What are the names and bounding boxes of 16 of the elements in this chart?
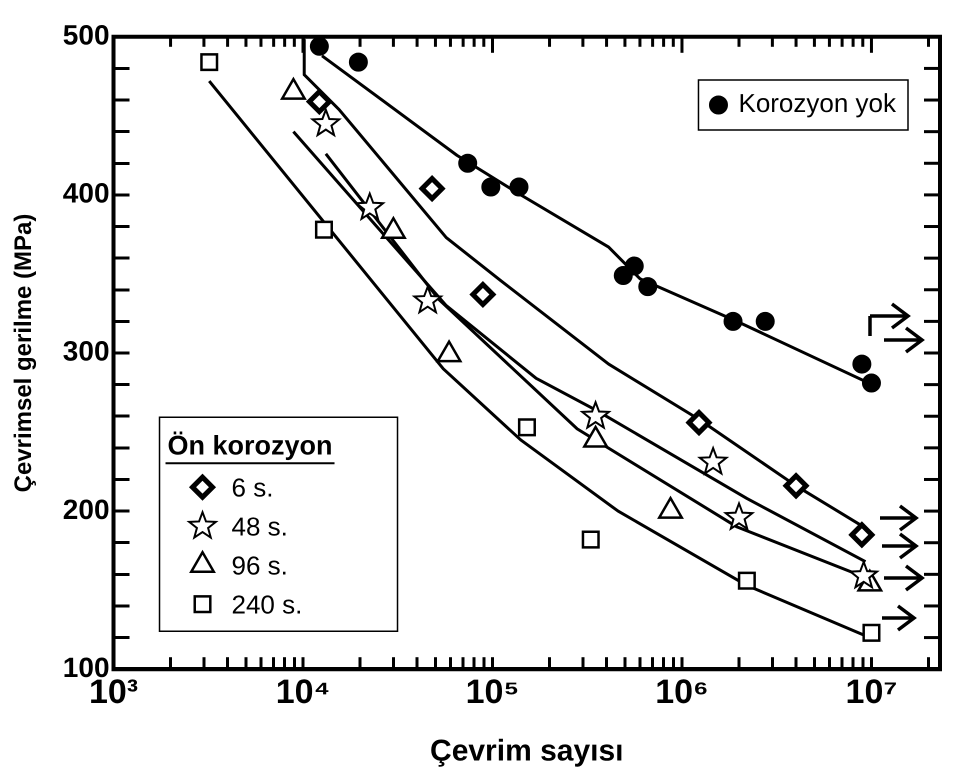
legend-label: 96 s. <box>232 550 288 580</box>
x-tick-label: 10⁶ <box>655 672 709 711</box>
y-tick-label: 300 <box>62 336 110 367</box>
legend-title: Ön korozyon <box>168 430 333 461</box>
x-tick-label: 10⁴ <box>276 672 330 711</box>
x-axis-title: Çevrim sayısı <box>430 734 624 768</box>
x-tick-label: 10⁷ <box>846 672 898 711</box>
y-tick-label: 400 <box>62 178 110 209</box>
x-tick-label: 10⁵ <box>466 672 520 711</box>
legend-label: Korozyon yok <box>738 88 897 118</box>
legend-label: 6 s. <box>232 472 274 502</box>
y-tick-label: 500 <box>62 20 110 51</box>
y-tick-label: 200 <box>62 494 110 525</box>
y-axis-title: Çevrimsel gerilme (MPa) <box>10 214 38 492</box>
legend-label: 240 s. <box>232 589 302 620</box>
legend-label: 48 s. <box>232 511 288 542</box>
